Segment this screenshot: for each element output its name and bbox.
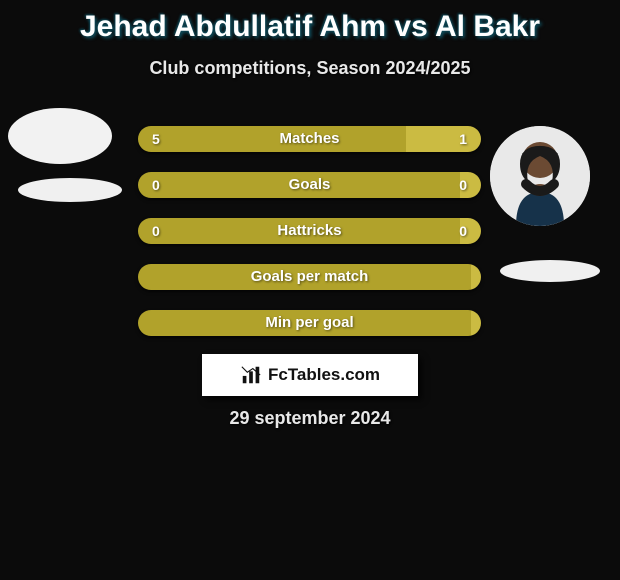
stat-bar-right [460, 172, 481, 198]
stat-bar-left [138, 126, 406, 152]
banner-text: FcTables.com [268, 365, 380, 385]
stat-row: Goals00 [138, 172, 481, 198]
stat-row: Matches51 [138, 126, 481, 152]
stat-bar-right [406, 126, 481, 152]
stat-bar-left [138, 264, 471, 290]
stat-row: Goals per match [138, 264, 481, 290]
stat-bar-left [138, 172, 460, 198]
stat-bar-left [138, 310, 471, 336]
player-left-avatar [8, 108, 112, 164]
page-subtitle: Club competitions, Season 2024/2025 [0, 58, 620, 79]
page-title: Jehad Abdullatif Ahm vs Al Bakr [0, 0, 620, 44]
date-line: 29 september 2024 [0, 408, 620, 429]
player-left-shadow-oval [18, 178, 122, 202]
bar-chart-icon [240, 364, 262, 386]
stat-bar-right [471, 310, 481, 336]
fctables-banner[interactable]: FcTables.com [202, 354, 418, 396]
stat-row: Min per goal [138, 310, 481, 336]
stat-bar-left [138, 218, 460, 244]
stat-row: Hattricks00 [138, 218, 481, 244]
player-right-shadow-oval [500, 260, 600, 282]
comparison-bars: Matches51 Goals00 Hattricks00 Goals per mat… [138, 126, 481, 356]
stat-bar-right [471, 264, 481, 290]
player-right-avatar [490, 126, 590, 226]
stat-bar-right [460, 218, 481, 244]
avatar-placeholder-icon [490, 126, 590, 226]
